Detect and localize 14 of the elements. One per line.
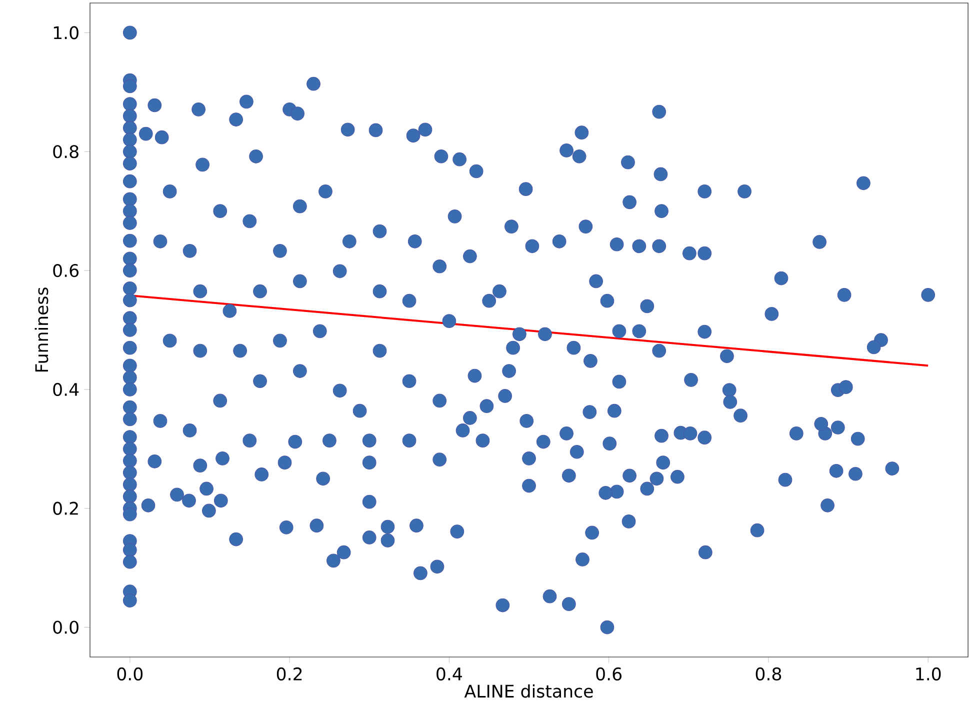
y-tick-label: 0.8 <box>53 145 78 158</box>
y-tick-label: 0.2 <box>53 502 78 515</box>
y-axis-title: Funniness <box>34 288 48 372</box>
y-tick-label: 0.4 <box>53 382 79 396</box>
y-tick-label: 0.6 <box>53 264 79 278</box>
x-tick-label: 0.0 <box>117 667 143 681</box>
x-tick-label: 0.8 <box>756 667 782 681</box>
y-tick-label: 1.0 <box>54 26 78 40</box>
x-tick-label: 0.4 <box>436 667 462 681</box>
y-tick-label: 0.0 <box>53 620 78 634</box>
x-tick-label: 1.0 <box>916 667 941 681</box>
x-axis-title: ALINE distance <box>464 684 593 698</box>
x-tick-label: 0.2 <box>276 667 302 681</box>
x-tick-label: 0.6 <box>596 667 622 681</box>
